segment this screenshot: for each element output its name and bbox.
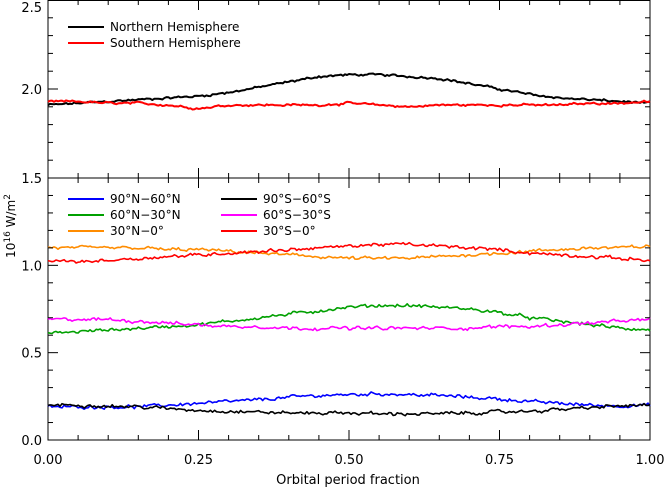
x-tick-label-3: 0.75 xyxy=(485,453,514,468)
y-tick-label-0-1: 2.0 xyxy=(21,83,42,98)
plot-lines xyxy=(47,72,651,417)
series-line-1-2 xyxy=(47,244,651,261)
x-tick-label-2: 0.50 xyxy=(335,453,364,468)
axis-ticks: 1.5 2.0 2.5 0.0 0.5 1.0 0.00 0.25 0.50 0.75 1.00 xyxy=(21,0,664,468)
legend-label-1-0: 90°N−60°N xyxy=(110,192,181,206)
legend-label-1-5: 30°S−0° xyxy=(263,224,316,238)
legend-label-1-2: 30°N−0° xyxy=(110,224,164,238)
legend-label-1-1: 60°N−30°N xyxy=(110,208,181,222)
x-tick-label-1: 0.25 xyxy=(184,453,213,468)
y-tick-label-0-2: 2.5 xyxy=(21,1,42,16)
y-tick-label-1-2: 1.0 xyxy=(21,259,42,274)
y-tick-label-0-0: 1.5 xyxy=(21,172,42,187)
x-tick-label-4: 1.00 xyxy=(636,453,664,468)
y-tick-label-1-0: 0.0 xyxy=(21,434,42,449)
x-tick-label-0: 0.00 xyxy=(34,453,63,468)
series-line-1-5 xyxy=(47,241,651,264)
series-line-0-1 xyxy=(47,99,651,111)
series-line-0-0 xyxy=(47,72,651,106)
legends: Northern Hemisphere Southern Hemisphere 90… xyxy=(68,20,331,238)
legend-label-0-0: Northern Hemisphere xyxy=(110,20,239,34)
series-line-1-1 xyxy=(47,302,651,335)
series-line-1-4 xyxy=(47,316,651,332)
x-axis-label: Orbital period fraction xyxy=(276,473,420,488)
series-line-1-0 xyxy=(47,391,651,411)
y-tick-label-1-1: 0.5 xyxy=(21,347,42,362)
y-axis-label: 1016 W/m2 xyxy=(3,194,18,258)
series-line-1-3 xyxy=(47,402,651,417)
legend-label-0-1: Southern Hemisphere xyxy=(110,36,241,50)
legend-label-1-4: 60°S−30°S xyxy=(263,208,331,222)
legend-label-1-3: 90°S−60°S xyxy=(263,192,331,206)
